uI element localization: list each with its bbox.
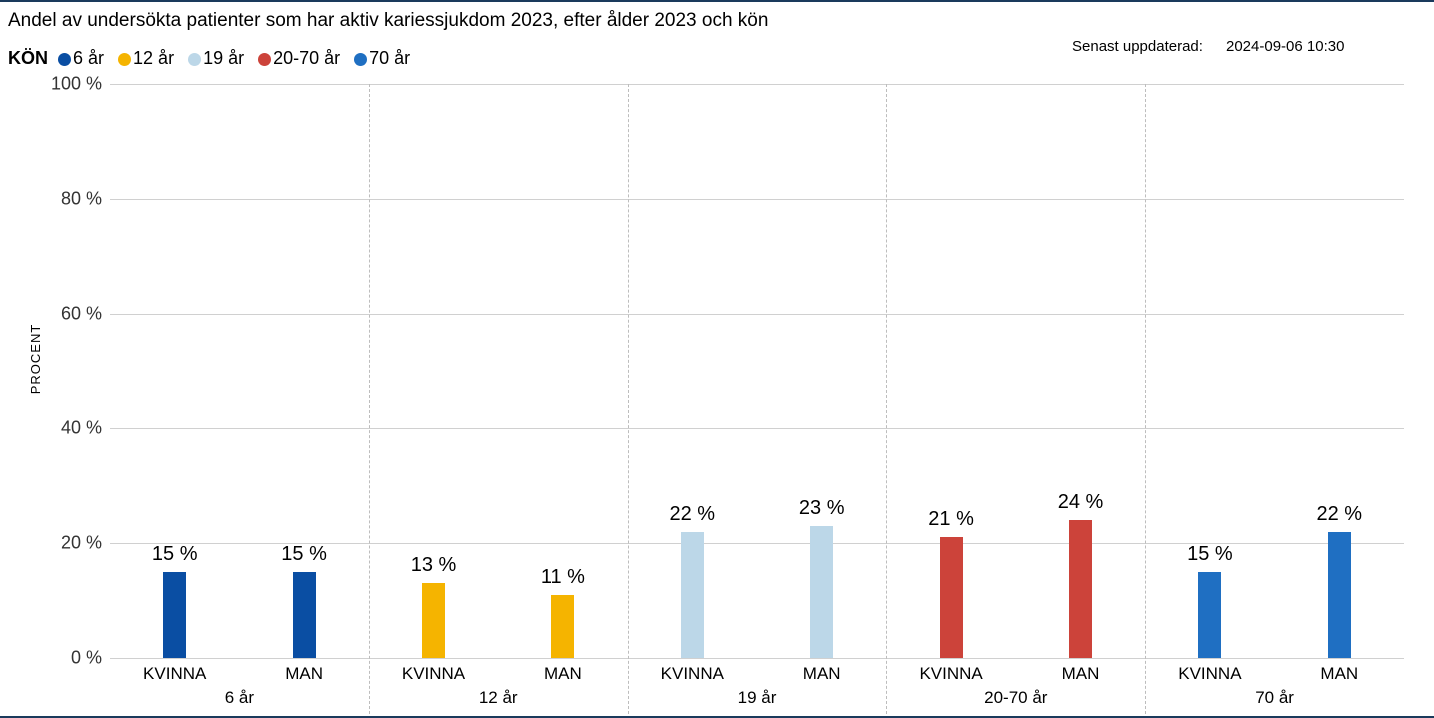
bar[interactable] (940, 537, 963, 658)
legend-item-label: 20-70 år (273, 48, 340, 68)
bar-value-label: 22 % (1317, 503, 1363, 526)
xgroup-label: 70 år (1255, 688, 1294, 708)
ytick-label: 40 % (61, 418, 102, 439)
xsub-label: KVINNA (143, 664, 206, 684)
xsub-label: KVINNA (1178, 664, 1241, 684)
chart-legend: KÖN 6 år 12 år 19 år 20-70 år 70 år (8, 48, 418, 69)
legend-dot-icon (118, 53, 131, 66)
bar-value-label: 21 % (928, 508, 974, 531)
legend-item[interactable]: 12 år (118, 48, 174, 69)
xsub-label: MAN (544, 664, 582, 684)
xsub-label: MAN (1062, 664, 1100, 684)
ytick-label: 60 % (61, 303, 102, 324)
bar[interactable] (551, 595, 574, 658)
ytick-label: 80 % (61, 188, 102, 209)
bar-value-label: 15 % (1187, 543, 1233, 566)
group-separator (369, 84, 370, 714)
top-border (0, 0, 1434, 2)
legend-item-label: 70 år (369, 48, 410, 68)
legend-item[interactable]: 19 år (188, 48, 244, 69)
xgroup-label: 19 år (738, 688, 777, 708)
legend-dot-icon (58, 53, 71, 66)
xsub-label: MAN (285, 664, 323, 684)
legend-item[interactable]: 6 år (58, 48, 104, 69)
group-separator (886, 84, 887, 714)
gridline (110, 84, 1404, 85)
legend-item-label: 6 år (73, 48, 104, 68)
xsub-label: KVINNA (661, 664, 724, 684)
bar-value-label: 15 % (152, 543, 198, 566)
xsub-label: KVINNA (402, 664, 465, 684)
legend-item-label: 19 år (203, 48, 244, 68)
ytick-label: 0 % (71, 648, 102, 669)
legend-title: KÖN (8, 48, 48, 69)
bar[interactable] (1069, 520, 1092, 658)
xgroup-label: 6 år (225, 688, 254, 708)
bar-value-label: 15 % (281, 543, 327, 566)
group-separator (628, 84, 629, 714)
chart-title: Andel av undersökta patienter som har ak… (8, 10, 768, 32)
xsub-label: KVINNA (919, 664, 982, 684)
bar[interactable] (293, 572, 316, 658)
bar[interactable] (681, 532, 704, 658)
gridline (110, 314, 1404, 315)
bar-value-label: 22 % (670, 503, 716, 526)
legend-item[interactable]: 70 år (354, 48, 410, 69)
gridline (110, 658, 1404, 659)
plot-area: 0 %20 %40 %60 %80 %100 %15 %KVINNA15 %MA… (110, 84, 1404, 658)
bar[interactable] (1328, 532, 1351, 658)
xgroup-label: 20-70 år (984, 688, 1047, 708)
bar-value-label: 23 % (799, 497, 845, 520)
legend-dot-icon (258, 53, 271, 66)
bar[interactable] (810, 526, 833, 658)
legend-dot-icon (188, 53, 201, 66)
gridline (110, 199, 1404, 200)
updated-value: 2024-09-06 10:30 (1226, 38, 1344, 55)
legend-item[interactable]: 20-70 år (258, 48, 340, 69)
ytick-label: 100 % (51, 74, 102, 95)
updated-label: Senast uppdaterad: (1072, 38, 1203, 55)
ytick-label: 20 % (61, 533, 102, 554)
xgroup-label: 12 år (479, 688, 518, 708)
bar-value-label: 24 % (1058, 491, 1104, 514)
legend-dot-icon (354, 53, 367, 66)
legend-item-label: 12 år (133, 48, 174, 68)
yaxis-title: PROCENT (28, 324, 43, 395)
xsub-label: MAN (1320, 664, 1358, 684)
gridline (110, 428, 1404, 429)
bar-value-label: 11 % (541, 566, 585, 589)
bar-value-label: 13 % (411, 554, 457, 577)
group-separator (1145, 84, 1146, 714)
bar[interactable] (163, 572, 186, 658)
bar[interactable] (1198, 572, 1221, 658)
xsub-label: MAN (803, 664, 841, 684)
bar[interactable] (422, 583, 445, 658)
